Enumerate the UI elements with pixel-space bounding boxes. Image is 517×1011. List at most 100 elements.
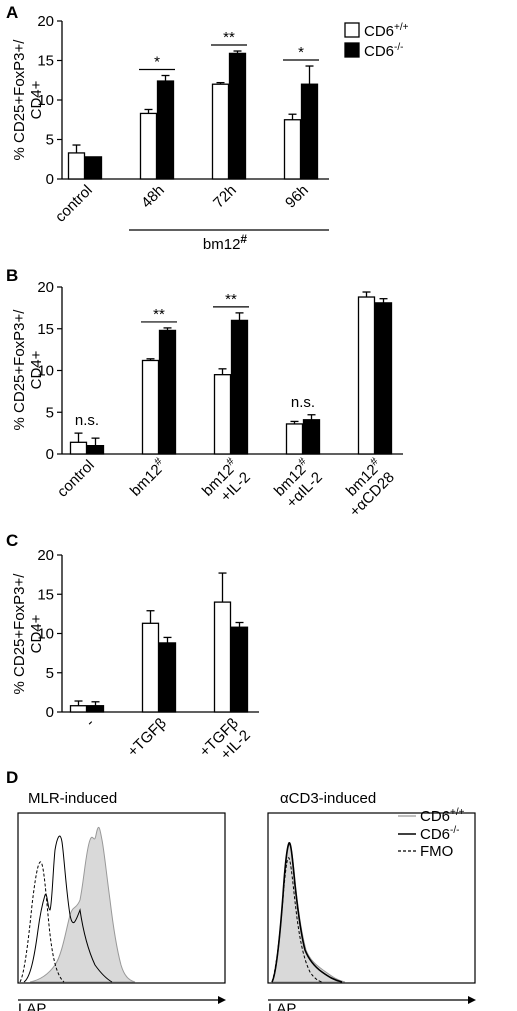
panel-letter-c: C [6, 531, 18, 550]
group-label-sup: # [240, 232, 247, 246]
histogram-acd3-fmo [271, 857, 323, 983]
bar-wt [141, 622, 160, 713]
x-tick-label: bm12# [126, 455, 171, 500]
bar-ko [228, 52, 247, 180]
y-tick-label: 10 [37, 92, 54, 109]
x-tick-label-line: - [82, 715, 98, 731]
histogram-title-mlr: MLR-induced [28, 790, 117, 807]
arrowhead-acd3 [468, 996, 476, 1004]
bar-ko [84, 156, 103, 180]
histogram-frame-mlr [17, 812, 226, 984]
y-axis-label: % CD25+FoxP3+/CD4+ [11, 309, 45, 431]
arrowhead-mlr [218, 996, 226, 1004]
x-tick-label: - [82, 715, 98, 731]
y-tick-label: 0 [46, 171, 54, 188]
y-tick-label: 20 [37, 279, 54, 296]
y-tick-label: 15 [37, 586, 54, 603]
legend-swatch-wt [344, 22, 360, 38]
histogram-legend-ko: CD6-/- [420, 825, 459, 843]
significance-label: n.s. [75, 412, 99, 429]
histogram-frame-acd3 [267, 812, 476, 984]
y-tick-label: 15 [37, 321, 54, 338]
x-tick-label: 72h [210, 182, 240, 212]
bar-wt [285, 423, 304, 455]
x-tick-label: control [52, 182, 96, 226]
x-tick-label-line: +TGFβ [124, 715, 170, 761]
histogram-title-acd3: αCD3-induced [280, 790, 376, 807]
histogram-legend-fmo: FMO [420, 843, 453, 860]
histogram-acd3-wt [271, 844, 346, 983]
bar-wt [211, 83, 230, 180]
y-axis-label-line: CD4+ [28, 350, 45, 389]
y-tick-label: 0 [46, 704, 54, 721]
panel-letter-b: B [6, 266, 18, 285]
histogram-mlr-wt [29, 826, 136, 983]
bar-ko [86, 705, 105, 713]
bar-wt [69, 705, 88, 713]
y-axis-label-line: % CD25+FoxP3+/ [11, 309, 28, 431]
x-axis-label-mlr: LAP [18, 1000, 46, 1011]
bar-ko [86, 444, 105, 455]
x-tick-label: 96h [282, 182, 312, 212]
y-axis-label: % CD25+FoxP3+/CD4+ [11, 39, 45, 161]
histogram-legend-wt: CD6+/+ [420, 807, 465, 825]
y-tick-label: 10 [37, 626, 54, 643]
y-tick-label: 5 [46, 665, 54, 682]
bar-wt [357, 296, 376, 455]
legend: CD6+/+ CD6-/- [344, 22, 409, 60]
bar-ko [300, 83, 319, 180]
x-tick-label: 48h [138, 182, 168, 212]
bar-ko [374, 302, 393, 455]
histogram-mlr-fmo [19, 861, 65, 983]
significance-label: ** [225, 291, 237, 308]
bar-wt [283, 119, 302, 180]
y-tick-label: 5 [46, 404, 54, 421]
panel-letter-d: D [6, 768, 18, 787]
significance-label: * [154, 54, 160, 71]
y-tick-label: 0 [46, 446, 54, 463]
bar-wt [67, 152, 86, 180]
y-tick-label: 20 [37, 547, 54, 564]
legend-swatch-ko [344, 42, 360, 58]
x-tick-label-line: control [54, 457, 98, 501]
x-tick-label: control [54, 457, 98, 501]
panel-d: MLR-induced αCD3-induced LAP LAP CD6+/+ [17, 790, 476, 1011]
y-axis-label-line: CD4+ [28, 614, 45, 653]
bar-wt [139, 112, 158, 180]
y-tick-label: 5 [46, 132, 54, 149]
y-axis-label-line: % CD25+FoxP3+/ [11, 39, 28, 161]
y-axis-label-line: CD4+ [28, 80, 45, 119]
bar-wt [141, 359, 160, 455]
bar-ko [158, 642, 177, 713]
significance-label: n.s. [291, 394, 315, 411]
legend-label-wt: CD6+/+ [364, 22, 409, 40]
x-axis-label-acd3: LAP [268, 1000, 296, 1011]
histogram-legend: CD6+/+ CD6-/- FMO [398, 807, 465, 860]
y-axis-label: % CD25+FoxP3+/CD4+ [11, 573, 45, 695]
x-tick-label: +TGFβ [124, 715, 170, 761]
group-label-text: bm12 [203, 236, 241, 253]
legend-label-ko: CD6-/- [364, 42, 403, 60]
group-label: bm12# [203, 232, 248, 253]
histogram-mlr-ko [23, 835, 113, 983]
y-tick-label: 10 [37, 363, 54, 380]
significance-label: ** [153, 306, 165, 323]
y-axis-label-line: % CD25+FoxP3+/ [11, 573, 28, 695]
bar-ko [230, 319, 249, 455]
bar-ko [230, 626, 249, 713]
significance-label: ** [223, 29, 235, 46]
y-tick-label: 15 [37, 53, 54, 70]
bar-wt [213, 601, 232, 713]
bar-ko [158, 329, 177, 455]
y-tick-label: 20 [37, 13, 54, 30]
bar-wt [69, 441, 88, 455]
panel-letter-a: A [6, 3, 18, 22]
bar-ko [302, 419, 321, 455]
significance-label: * [298, 44, 304, 61]
bar-ko [156, 80, 175, 180]
bar-wt [213, 374, 232, 455]
